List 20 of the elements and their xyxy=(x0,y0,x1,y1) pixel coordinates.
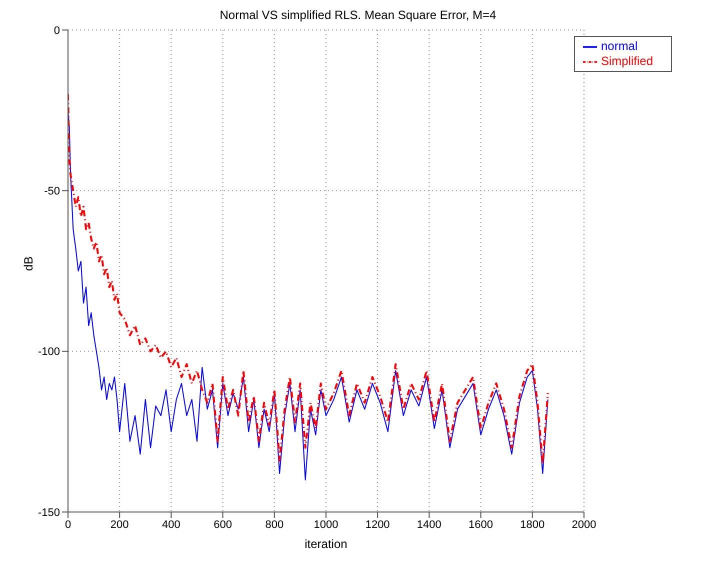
x-tick-label: 0 xyxy=(64,518,72,531)
x-tick-label: 2000 xyxy=(572,518,596,531)
x-tick-label: 1200 xyxy=(365,518,390,531)
x-tick-label: 400 xyxy=(162,518,180,531)
y-tick-label: 0 xyxy=(54,24,60,37)
x-tick-label: 200 xyxy=(110,518,129,531)
x-tick-label: 1000 xyxy=(314,518,338,531)
x-tick-label: 1400 xyxy=(416,518,442,531)
y-axis-title: dB xyxy=(21,256,36,271)
x-tick-label: 800 xyxy=(265,518,284,531)
legend-label: Simplified xyxy=(600,54,653,68)
chart-title: Normal VS simplified RLS. Mean Square Error, M=4 xyxy=(218,8,498,24)
legend-label: normal xyxy=(600,39,638,53)
x-tick-label: 1800 xyxy=(520,518,545,531)
x-axis-title: iteration xyxy=(304,537,348,551)
x-tick-label: 600 xyxy=(214,518,232,531)
y-tick-label: -150 xyxy=(38,506,60,519)
y-tick-label: -50 xyxy=(44,186,60,198)
y-tick-label: -100 xyxy=(38,346,60,358)
x-tick-label: 1600 xyxy=(468,518,494,531)
